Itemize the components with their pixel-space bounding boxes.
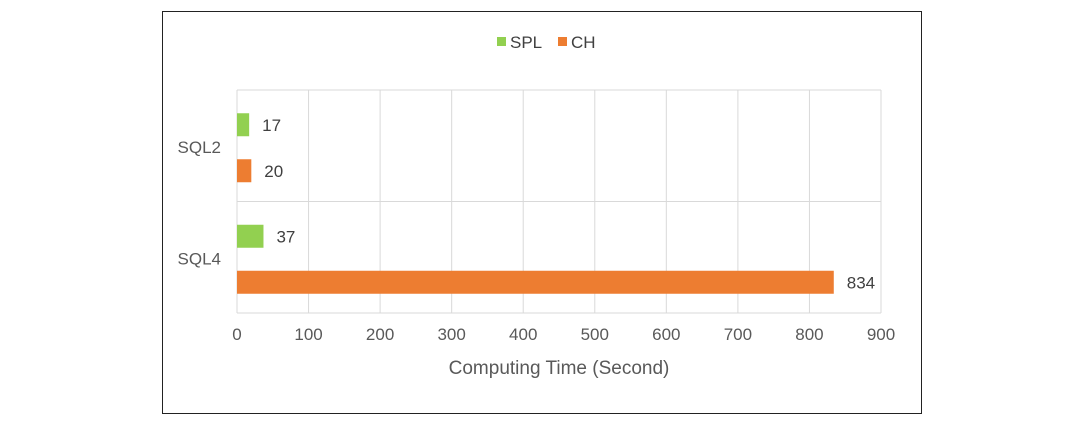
x-tick-label: 500 [581,325,609,344]
bar-spl-sql2 [237,113,250,137]
x-tick-label: 900 [867,325,895,344]
x-tick-label: 700 [724,325,752,344]
legend-label-spl: SPL [510,33,542,52]
x-tick-label: 800 [795,325,823,344]
data-label: 834 [847,273,875,292]
x-tick-label: 100 [294,325,322,344]
bar-spl-sql4 [237,224,264,248]
legend-label-ch: CH [571,33,596,52]
data-label: 37 [276,227,295,246]
data-label: 17 [262,116,281,135]
chart-frame [162,11,922,414]
x-tick-label: 0 [232,325,241,344]
bar-ch-sql4 [237,270,834,294]
category-labels: SQL2 SQL4 [178,138,221,269]
legend-swatch-ch [558,37,567,46]
category-label: SQL2 [178,138,221,157]
legend-swatch-spl [497,37,506,46]
legend: SPL CH [497,33,596,52]
bars [237,113,834,294]
category-label: SQL4 [178,249,221,268]
x-tick-labels: 0 100 200 300 400 500 600 700 800 900 [232,325,895,344]
bar-ch-sql2 [237,159,252,183]
x-tick-label: 300 [437,325,465,344]
x-tick-label: 200 [366,325,394,344]
data-labels: 17 20 37 834 [262,116,875,293]
x-tick-label: 400 [509,325,537,344]
x-tick-label: 600 [652,325,680,344]
x-axis-title: Computing Time (Second) [449,358,670,379]
data-label: 20 [264,162,283,181]
